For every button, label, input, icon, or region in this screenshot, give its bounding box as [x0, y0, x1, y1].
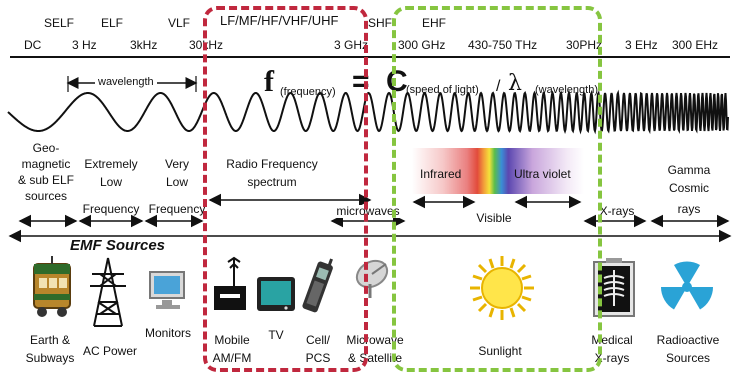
band-geo-line4: sources	[24, 189, 68, 203]
freq-label-vlf: VLF	[168, 16, 191, 30]
freq-label-300ghz: 300 GHz	[398, 38, 446, 52]
freq-label-thz: 430-750 THz	[468, 38, 538, 52]
source-ac-power: AC Power	[82, 344, 138, 358]
band-vlf-line2: Low	[165, 175, 189, 189]
band-vlf-line1: Very	[164, 157, 190, 171]
source-radioactive-line1: Radioactive	[656, 333, 720, 347]
radio-icon	[214, 256, 246, 310]
power-tower-icon	[90, 257, 126, 327]
freq-label-3khz: 3kHz	[130, 38, 158, 52]
visible-spectrum	[412, 148, 584, 194]
formula-c: C	[386, 65, 408, 98]
band-visible: Visible	[476, 211, 512, 225]
freq-label-3ghz: 3 GHz	[334, 38, 369, 52]
freq-label-3hz: 3 Hz	[72, 38, 97, 52]
source-mobile-line2: AM/FM	[212, 351, 252, 365]
band-gamma-line1: Gamma	[667, 163, 711, 177]
band-ultraviolet: Ultra violet	[514, 167, 571, 181]
radioactive-icon	[661, 261, 713, 310]
band-elf-line1: Extremely	[84, 157, 138, 171]
band-geo-line1: Geo-	[32, 141, 60, 155]
freq-label-elf: ELF	[101, 16, 124, 30]
freq-label-dc: DC	[24, 38, 42, 52]
freq-label-3ehz: 3 EHz	[625, 38, 658, 52]
formula-speed-of-light: (speed of light)	[406, 84, 479, 96]
formula-wavelength: (wavelength)	[535, 84, 598, 96]
band-xrays: X-rays	[599, 204, 635, 218]
sun-icon	[470, 256, 534, 320]
band-infrared: Infrared	[420, 167, 462, 181]
formula-f: f	[264, 65, 274, 98]
trolley-icon	[33, 256, 71, 317]
band-gamma-line3: rays	[677, 202, 701, 216]
band-geo-line3: & sub ELF	[17, 173, 75, 187]
source-cell-line1: Cell/	[305, 333, 331, 347]
formula-lambda: λ	[508, 71, 522, 96]
source-earth-line1: Earth &	[29, 333, 71, 347]
freq-label-300ehz: 300 EHz	[672, 38, 719, 52]
band-elf-line3: Frequency	[82, 202, 140, 216]
band-radio-line2: spectrum	[247, 175, 297, 189]
source-microwave-line1: Microwave	[346, 333, 404, 347]
wave-path	[7, 89, 729, 135]
band-vlf-line3: Frequency	[148, 202, 206, 216]
monitor-icon	[149, 271, 185, 309]
optical-highlight-box	[392, 6, 602, 372]
source-sunlight: Sunlight	[478, 344, 522, 358]
band-radio-line1: Radio Frequency	[226, 157, 318, 171]
cell-phone-icon	[302, 258, 333, 313]
source-tv: TV	[268, 328, 284, 342]
freq-label-selfl: SELF	[44, 16, 75, 30]
source-mobile-line1: Mobile	[214, 333, 250, 347]
freq-label-shf: SHF	[368, 16, 392, 30]
source-medical-line2: X-rays	[594, 351, 630, 365]
freq-label-ehf: EHF	[422, 16, 446, 30]
band-geo-line2: magnetic	[21, 157, 71, 171]
source-monitors: Monitors	[144, 326, 192, 340]
tv-icon	[257, 277, 295, 311]
wavelength-label: wavelength	[95, 76, 157, 89]
source-cell-line2: PCS	[305, 351, 331, 365]
band-microwaves: microwaves	[336, 204, 400, 218]
band-elf-line2: Low	[99, 175, 123, 189]
source-radioactive-line2: Sources	[665, 351, 711, 365]
radio-frequency-highlight-box	[203, 6, 368, 372]
freq-label-lf-uhf: LF/MF/HF/VHF/UHF	[220, 13, 339, 28]
source-earth-line2: Subways	[25, 351, 75, 365]
freq-label-30phz: 30PHz	[566, 38, 603, 52]
band-gamma-line2: Cosmic	[668, 181, 710, 195]
emf-sources-title: EMF Sources	[70, 237, 166, 254]
formula-slash: /	[496, 78, 501, 95]
formula-frequency: (frequency)	[280, 86, 336, 98]
